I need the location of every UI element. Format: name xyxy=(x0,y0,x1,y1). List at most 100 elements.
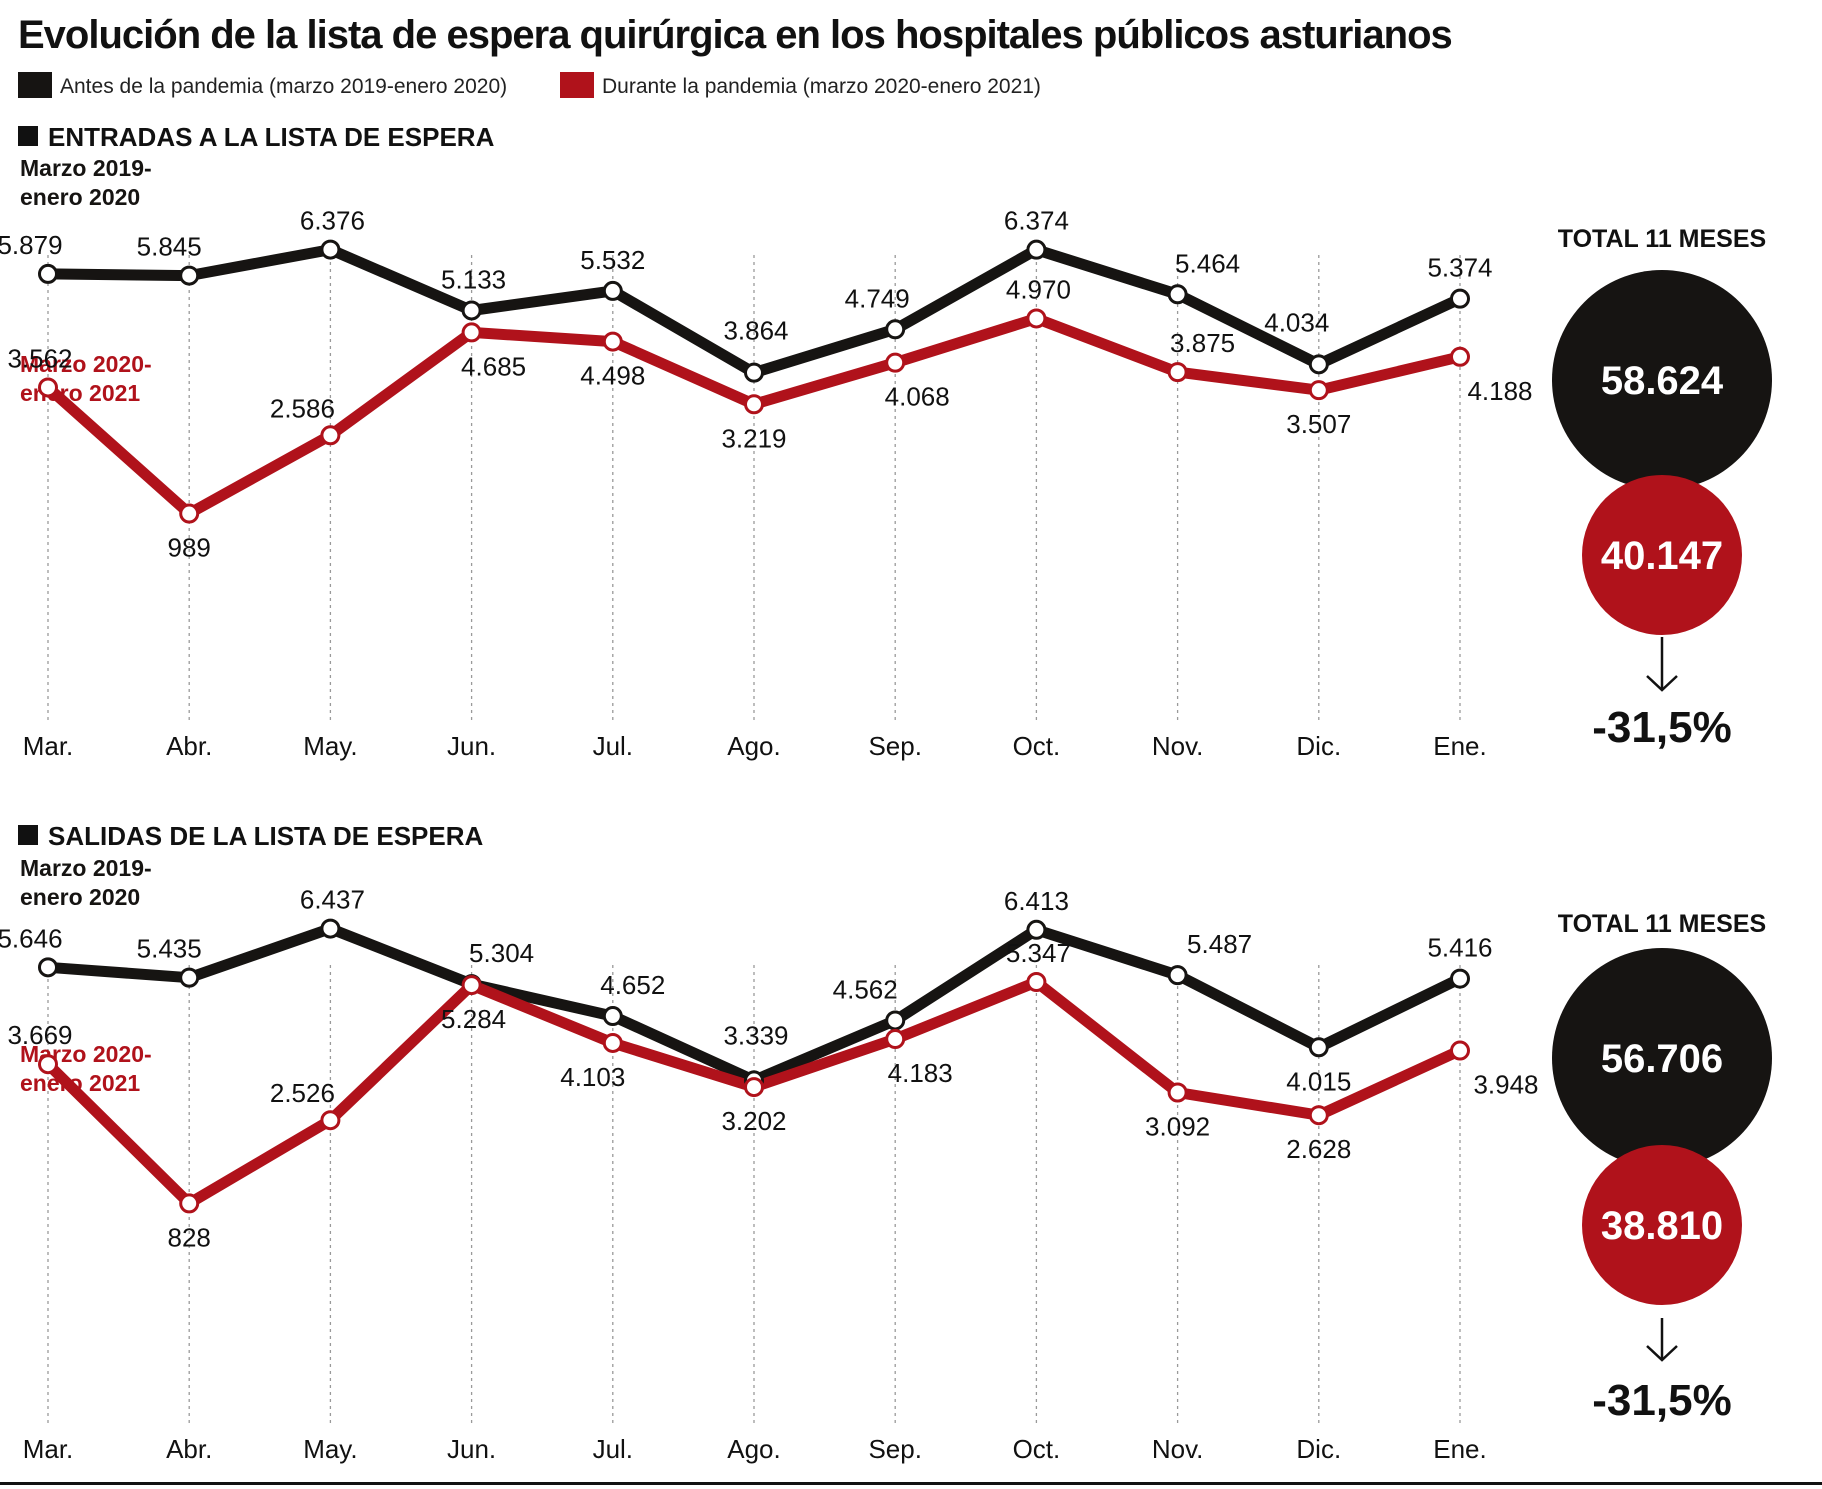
data-point xyxy=(602,280,623,301)
data-label: 2.586 xyxy=(270,393,335,423)
data-label: 6.374 xyxy=(1004,206,1069,236)
data-point xyxy=(179,503,200,524)
bottom-rule xyxy=(0,1482,1822,1485)
month-label: May. xyxy=(303,1434,357,1464)
total-during-bubble xyxy=(1582,475,1742,635)
month-label: Abr. xyxy=(166,1434,212,1464)
data-point xyxy=(38,1054,58,1075)
data-label: 4.183 xyxy=(888,1058,953,1088)
data-label: 3.507 xyxy=(1286,409,1351,439)
section-marker-icon xyxy=(18,825,38,845)
data-point xyxy=(1026,971,1047,992)
data-point xyxy=(38,377,58,398)
data-point xyxy=(461,975,482,996)
data-label: 5.487 xyxy=(1187,929,1252,959)
data-point xyxy=(179,967,200,988)
data-point xyxy=(1167,1082,1188,1103)
data-label: 5.416 xyxy=(1427,933,1492,963)
chart-entradas: ENTRADAS A LA LISTA DE ESPERA Mar. Abr. May… xyxy=(0,122,1772,761)
month-label: Dic. xyxy=(1296,1434,1341,1464)
month-label: Jun. xyxy=(447,731,496,761)
month-label: Dic. xyxy=(1296,731,1341,761)
data-point xyxy=(320,425,341,446)
data-label: 4.188 xyxy=(1467,376,1532,406)
total-title: TOTAL 11 MESES xyxy=(1558,910,1766,938)
series-name-line: enero 2020 xyxy=(20,184,140,210)
legend-label-during: Durante la pandemia (marzo 2020-enero 20… xyxy=(602,75,1041,98)
data-label: 4.652 xyxy=(600,970,665,1000)
total-during-value: 40.147 xyxy=(1601,534,1723,578)
data-point xyxy=(38,957,58,978)
total-before-value: 58.624 xyxy=(1601,359,1724,403)
data-point xyxy=(602,1032,623,1053)
data-label: 828 xyxy=(168,1222,211,1252)
down-arrow-head-icon xyxy=(1646,675,1678,692)
month-label: Jul. xyxy=(593,1434,633,1464)
series-name-line: enero 2020 xyxy=(20,884,140,910)
total-before-bubble xyxy=(1552,270,1772,490)
data-label: 4.970 xyxy=(1006,274,1071,304)
data-label: 4.034 xyxy=(1264,307,1329,337)
data-label: 2.526 xyxy=(270,1078,335,1108)
data-point xyxy=(1450,968,1470,989)
data-point xyxy=(320,1110,341,1131)
month-label: Jun. xyxy=(447,1434,496,1464)
total-during-bubble xyxy=(1582,1145,1742,1305)
data-label: 5.532 xyxy=(580,245,645,275)
data-point xyxy=(1026,239,1047,260)
data-label: 3.948 xyxy=(1473,1070,1538,1100)
month-label: May. xyxy=(303,731,357,761)
series-name-line: Marzo 2019- xyxy=(20,855,152,881)
data-label: 6.413 xyxy=(1004,886,1069,916)
month-label: Nov. xyxy=(1152,1434,1204,1464)
data-point xyxy=(320,918,341,939)
month-label: Mar. xyxy=(23,1434,74,1464)
data-label: 5.304 xyxy=(469,938,534,968)
month-label: Nov. xyxy=(1152,731,1204,761)
data-label: 4.103 xyxy=(560,1062,625,1092)
data-label: 5.845 xyxy=(137,232,202,262)
total-before-value: 56.706 xyxy=(1601,1037,1723,1081)
month-label: Abr. xyxy=(166,731,212,761)
data-label: 5.284 xyxy=(441,1004,506,1034)
data-point xyxy=(461,322,482,343)
series-name-label: Marzo 2019- enero 2020 xyxy=(20,155,152,210)
data-point xyxy=(885,319,906,340)
data-point xyxy=(744,362,764,383)
data-label: 3.562 xyxy=(7,343,72,373)
series-name-label: Marzo 2019- enero 2020 xyxy=(20,855,152,910)
data-label: 4.749 xyxy=(845,283,910,313)
legend-swatch-during xyxy=(560,72,594,98)
data-point xyxy=(1450,288,1470,309)
data-point xyxy=(602,1006,623,1027)
month-label: Ene. xyxy=(1433,1434,1487,1464)
month-label: Ene. xyxy=(1433,731,1487,761)
data-label: 5.435 xyxy=(137,934,202,964)
data-label: 5.347 xyxy=(1006,938,1071,968)
data-label: 5.879 xyxy=(0,230,63,260)
chart-salidas: SALIDAS DE LA LISTA DE ESPERA Mar. Abr. May… xyxy=(0,821,1772,1464)
section-title: ENTRADAS A LA LISTA DE ESPERA xyxy=(48,122,495,152)
data-label: 2.628 xyxy=(1286,1134,1351,1164)
data-point xyxy=(320,239,341,260)
total-change-value: -31,5% xyxy=(1592,703,1731,752)
data-point xyxy=(1450,346,1470,367)
series-name-line: Marzo 2019- xyxy=(20,155,152,181)
data-point xyxy=(1167,284,1188,305)
data-point xyxy=(179,1193,200,1214)
month-label: Oct. xyxy=(1013,1434,1061,1464)
data-label: 3.202 xyxy=(721,1106,786,1136)
data-point xyxy=(1450,1040,1470,1061)
month-label: Sep. xyxy=(868,731,922,761)
data-label: 3.092 xyxy=(1145,1111,1210,1141)
data-point xyxy=(1167,362,1188,383)
legend: Antes de la pandemia (marzo 2019-enero 2… xyxy=(18,72,1041,98)
data-point xyxy=(38,263,58,284)
data-label: 3.339 xyxy=(723,1020,788,1050)
data-label: 3.864 xyxy=(723,316,788,346)
data-point xyxy=(744,394,764,415)
data-label: 6.437 xyxy=(300,885,365,915)
data-point xyxy=(885,1010,906,1031)
